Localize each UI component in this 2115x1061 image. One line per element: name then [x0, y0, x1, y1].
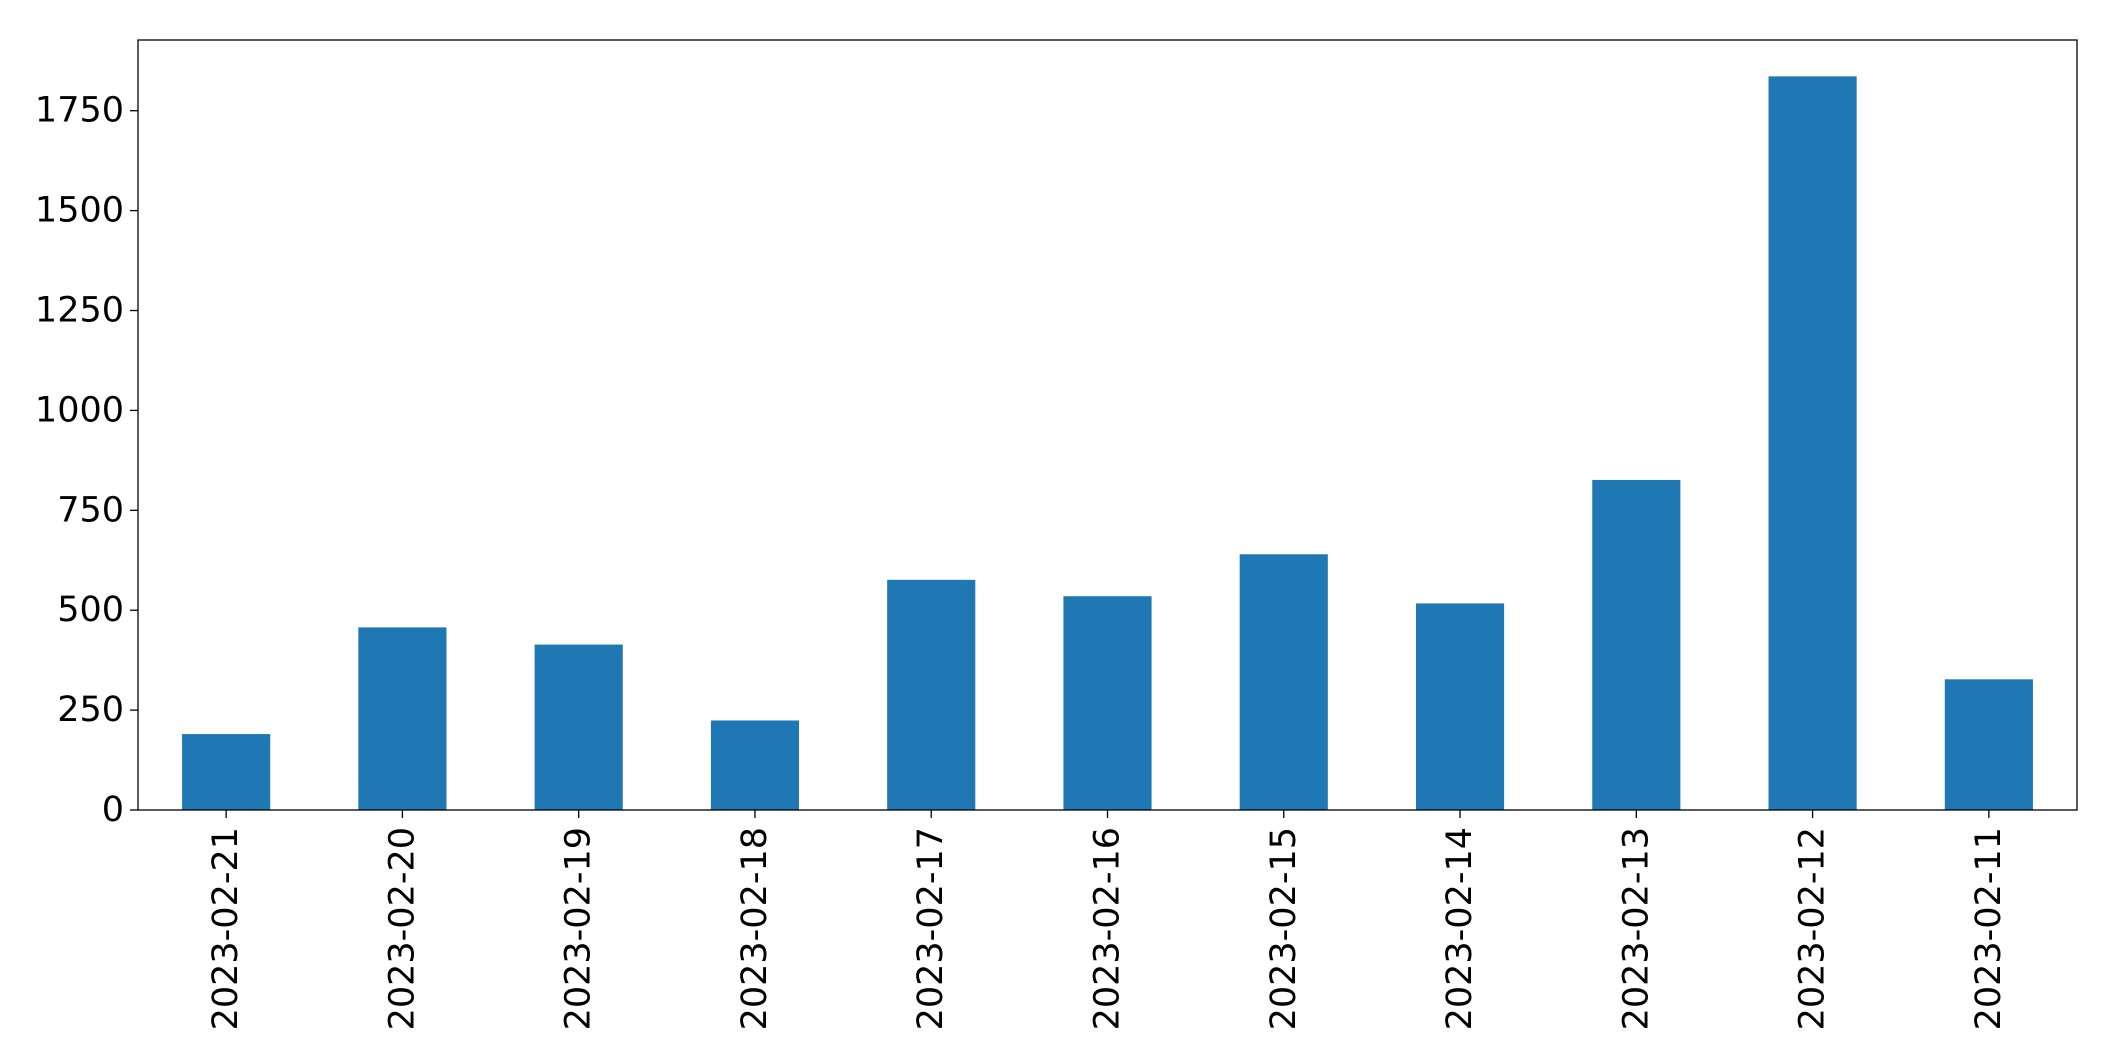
x-axis: 2023-02-21 2023-02-20 2023-02-19 2023-02-18… [206, 810, 2009, 1030]
x-tick-label: 2023-02-12 [1793, 827, 1833, 1030]
x-tick-label: 2023-02-13 [1616, 827, 1656, 1030]
y-tick-label: 1750 [35, 91, 124, 131]
bar-2023-02-14 [1415, 603, 1505, 810]
bar-2023-02-17 [887, 579, 976, 810]
bar-2023-02-16 [1063, 596, 1152, 810]
y-tick-label: 250 [57, 690, 124, 730]
x-tick-label: 2023-02-20 [382, 827, 422, 1030]
x-tick-label: 2023-02-19 [559, 827, 599, 1030]
y-axis: 0 250 500 750 1000 1250 1500 1750 [35, 91, 138, 830]
x-tick-label: 2023-02-16 [1088, 827, 1128, 1030]
y-tick-label: 750 [57, 490, 124, 530]
bar-2023-02-12 [1768, 76, 1857, 810]
y-tick-label: 1500 [35, 191, 124, 231]
y-tick-label: 0 [102, 790, 124, 830]
bar-2023-02-15 [1239, 554, 1328, 810]
x-tick-label: 2023-02-11 [1969, 827, 2009, 1030]
bar-2023-02-11 [1944, 679, 2033, 810]
y-tick-label: 1000 [35, 390, 124, 430]
bars-group [182, 76, 2033, 810]
x-tick-label: 2023-02-14 [1440, 827, 1480, 1030]
y-tick-label: 1250 [35, 291, 124, 331]
bar-2023-02-19 [534, 644, 623, 810]
y-tick-label: 500 [57, 590, 124, 630]
x-tick-label: 2023-02-17 [911, 827, 951, 1030]
x-tick-label: 2023-02-15 [1264, 827, 1304, 1030]
bar-2023-02-20 [358, 627, 447, 810]
x-tick-label: 2023-02-18 [735, 827, 775, 1030]
bar-2023-02-21 [182, 734, 271, 810]
bar-2023-02-18 [710, 720, 800, 810]
x-tick-label: 2023-02-21 [206, 827, 246, 1030]
bar-2023-02-13 [1592, 479, 1681, 810]
